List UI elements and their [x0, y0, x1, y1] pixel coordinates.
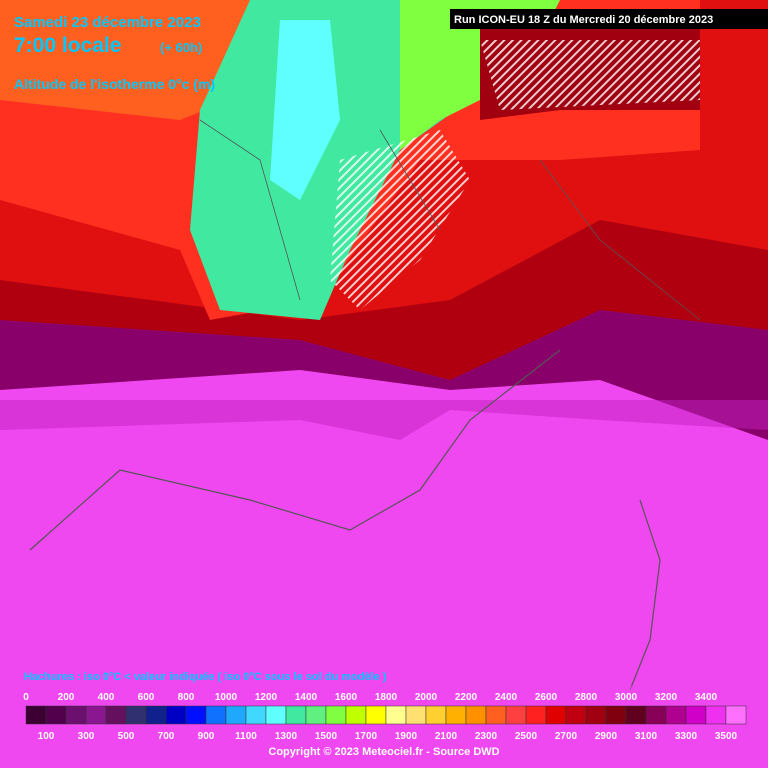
color-swatch [425, 705, 447, 725]
lead-time: (+ 60h) [160, 40, 202, 55]
color-swatch [305, 705, 327, 725]
date: Samedi 23 décembre 2023 [14, 14, 201, 31]
scale-label-top: 1600 [335, 692, 358, 703]
color-swatch [565, 705, 587, 725]
color-swatch [85, 705, 107, 725]
scale-label-bottom: 2700 [555, 731, 578, 742]
scale-label-top: 800 [178, 692, 195, 703]
color-swatch [525, 705, 547, 725]
hatch-note: Hachures : iso 0°C < valeur indiquée ( i… [24, 671, 387, 683]
scale-label-top: 3200 [655, 692, 678, 703]
scale-label-top: 2800 [575, 692, 598, 703]
scale-label-bottom: 3100 [635, 731, 658, 742]
color-swatch [445, 705, 467, 725]
scale-label-top: 0 [23, 692, 29, 703]
color-swatch [665, 705, 687, 725]
color-swatch [145, 705, 167, 725]
scale-label-top: 2600 [535, 692, 558, 703]
scale-label-bottom: 3500 [715, 731, 738, 742]
scale-label-top: 1000 [215, 692, 238, 703]
scale-label-bottom: 3300 [675, 731, 698, 742]
color-swatch [105, 705, 127, 725]
color-swatch [365, 705, 387, 725]
scale-label-bottom: 1700 [355, 731, 378, 742]
color-swatch [65, 705, 87, 725]
color-swatch [505, 705, 527, 725]
scale-label-top: 200 [58, 692, 75, 703]
color-swatch [325, 705, 347, 725]
scale-label-bottom: 1100 [235, 731, 257, 742]
color-swatch [205, 705, 227, 725]
color-scale: 0 200 400 600 800 1000 1200 1400 1600 1800 2000 220… [23, 692, 747, 742]
color-swatch [245, 705, 267, 725]
scale-label-bottom: 1900 [395, 731, 418, 742]
scale-label-bottom: 1500 [315, 731, 338, 742]
color-swatch [685, 705, 707, 725]
color-swatch [385, 705, 407, 725]
scale-label-bottom: 2900 [595, 731, 618, 742]
color-swatch [225, 705, 247, 725]
color-swatch [345, 705, 367, 725]
scale-label-top: 2000 [415, 692, 438, 703]
scale-label-top: 600 [138, 692, 155, 703]
scale-label-bottom: 700 [158, 731, 175, 742]
time: 7:00 locale [14, 34, 121, 57]
scale-label-bottom: 100 [38, 731, 55, 742]
scale-label-bottom: 500 [118, 731, 135, 742]
scale-label-bottom: 2500 [515, 731, 538, 742]
scale-label-top: 1200 [255, 692, 278, 703]
scale-label-top: 1400 [295, 692, 318, 703]
run-info: Run ICON-EU 18 Z du Mercredi 20 décembre… [454, 14, 713, 26]
color-swatch [605, 705, 627, 725]
color-swatch [465, 705, 487, 725]
run-banner [450, 9, 768, 29]
color-swatch [725, 705, 747, 725]
color-swatch [545, 705, 567, 725]
legend-background [0, 686, 768, 768]
color-swatch [165, 705, 187, 725]
scale-label-bottom: 900 [198, 731, 215, 742]
scale-label-bottom: 1300 [275, 731, 298, 742]
color-swatch [705, 705, 727, 725]
color-swatch [645, 705, 667, 725]
scale-label-bottom: 2300 [475, 731, 498, 742]
scale-label-top: 1800 [375, 692, 398, 703]
color-swatch [285, 705, 307, 725]
color-swatch [25, 705, 47, 725]
scale-label-bottom: 2100 [435, 731, 458, 742]
color-swatch [625, 705, 647, 725]
color-swatch [485, 705, 507, 725]
color-swatch [265, 705, 287, 725]
scale-label-top: 3000 [615, 692, 638, 703]
color-swatch [585, 705, 607, 725]
scale-label-top: 3400 [695, 692, 718, 703]
copyright: Copyright © 2023 Meteociel.fr - Source D… [268, 746, 499, 758]
color-swatch [405, 705, 427, 725]
scale-label-top: 2200 [455, 692, 478, 703]
color-swatch [45, 705, 67, 725]
scale-label-top: 400 [98, 692, 115, 703]
scale-label-top: 2400 [495, 692, 518, 703]
scale-label-bottom: 300 [78, 731, 95, 742]
color-swatch [185, 705, 207, 725]
color-swatch [125, 705, 147, 725]
variable: Altitude de l'isotherme 0°c (m) [14, 76, 215, 92]
